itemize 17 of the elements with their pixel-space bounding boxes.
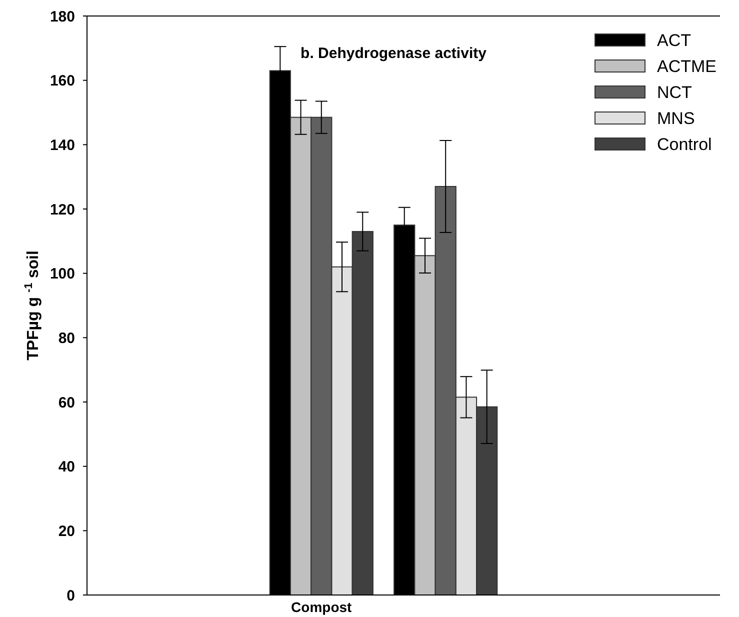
legend-label: MNS xyxy=(657,108,695,128)
legend-label: Control xyxy=(657,134,712,154)
legend-label: ACTME xyxy=(657,56,716,76)
y-tick-label: 160 xyxy=(50,72,75,90)
y-tick-label: 140 xyxy=(50,136,75,154)
y-tick-label: 60 xyxy=(58,394,75,412)
y-tick-label: 100 xyxy=(50,266,75,283)
legend-label: ACT xyxy=(657,30,691,50)
legend-label: NCT xyxy=(657,82,692,102)
text: b. Dehydrogenase activity xyxy=(300,45,488,62)
y-tick-label: 0 xyxy=(66,587,75,604)
y-tick-label: 20 xyxy=(58,522,75,540)
y-tick-label: 120 xyxy=(50,201,75,218)
y-tick-label: 40 xyxy=(58,458,75,476)
y-tick-label: 180 xyxy=(50,8,75,26)
y-tick-label: 80 xyxy=(58,330,75,347)
x-tick-label: Compost xyxy=(291,599,352,615)
